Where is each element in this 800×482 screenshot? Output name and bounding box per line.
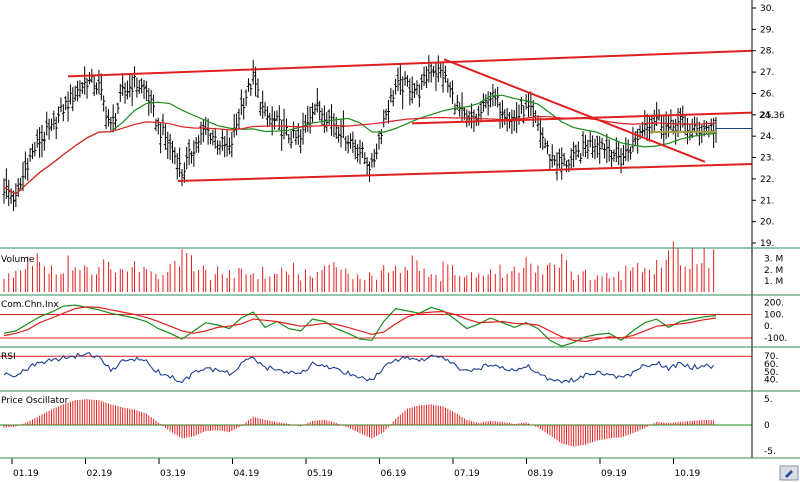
trendline: [67, 49, 753, 78]
price-y-tick-label: 27.: [760, 68, 774, 78]
rsi-panel-title: RSI: [1, 352, 16, 362]
oscillator-y-tick-label: -5.: [764, 447, 776, 457]
cci-panel: 200.100. 0. -100.: [0, 299, 787, 347]
last-price-label: 24.36: [759, 111, 785, 121]
scroll-right-button[interactable]: [779, 465, 799, 481]
cci-y-tick-label: -100.: [764, 334, 787, 344]
volume-y-tick-label: 2. M: [764, 266, 783, 276]
trendline: [177, 162, 753, 183]
volume-y-tick-label: 1. M: [764, 277, 783, 287]
x-tick-label: 05.19: [307, 469, 333, 479]
cci-panel-title: Com.Chn.Inx: [1, 300, 59, 310]
cci-y-tick-label: 200.: [764, 299, 784, 309]
price-y-tick-label: 19.: [760, 239, 774, 249]
price-oscillator-panel-title: Price Oscillator: [1, 396, 69, 406]
rsi-y-tick-label: 40.: [764, 376, 778, 386]
oscillator-y-tick-label: 0: [764, 421, 770, 431]
price-oscillator-panel: 5. 0 -5.: [0, 395, 776, 457]
volume-panel-title: Volume: [1, 255, 35, 265]
volume-y-tick-label: 3. M: [764, 255, 783, 265]
x-tick-label: 08.19: [528, 469, 554, 479]
rsi-y-tick-label: 70.: [764, 352, 778, 362]
x-tick-label: 02.19: [87, 469, 113, 479]
rsi-y-tick-label: 50.: [764, 368, 778, 378]
x-tick-label: 06.19: [381, 469, 407, 479]
arrow-icon: [785, 470, 793, 478]
x-axis: 01.19 02.19 03.19 04.19 05.19 06.19 07.19 08.19…: [11, 458, 701, 479]
price-y-tick-label: 29.: [760, 25, 774, 35]
x-tick-label: 10.19: [675, 469, 701, 479]
cci-line: [3, 304, 717, 347]
trendline: [443, 58, 706, 163]
price-y-tick-label: 22.: [760, 175, 774, 185]
price-y-tick-label: 24.: [760, 132, 774, 142]
cci-line: [3, 306, 717, 343]
rsi-panel: 70.60.50.40.: [0, 352, 778, 386]
volume-panel: 1. M2. M3. M: [3, 241, 783, 292]
cci-y-tick-label: 0.: [764, 322, 773, 332]
x-tick-label: 07.19: [454, 469, 480, 479]
price-y-tick-label: 23.: [760, 154, 774, 164]
price-y-tick-label: 28.: [760, 47, 774, 57]
price-y-tick-label: 30.: [760, 4, 774, 14]
trendline: [411, 111, 753, 125]
price-y-tick-label: 21.: [760, 196, 774, 206]
x-tick-label: 04.19: [234, 469, 260, 479]
x-tick-label: 03.19: [160, 469, 186, 479]
x-tick-label: 09.19: [601, 469, 627, 479]
oscillator-y-tick-label: 5.: [764, 395, 773, 405]
rsi-line: [3, 352, 715, 384]
price-y-tick-label: 26.: [760, 89, 774, 99]
x-tick-label: 01.19: [13, 469, 39, 479]
sma-short-line: [3, 94, 717, 195]
price-panel: 19. 20. 21. 22. 23. 24. 25. 26. 27. 28. 29. 30.: [2, 4, 774, 249]
price-y-tick-label: 25.: [760, 111, 774, 121]
rsi-y-tick-label: 60.: [764, 360, 778, 370]
cci-y-tick-label: 100.: [764, 310, 784, 320]
price-y-tick-label: 20.: [760, 218, 774, 228]
